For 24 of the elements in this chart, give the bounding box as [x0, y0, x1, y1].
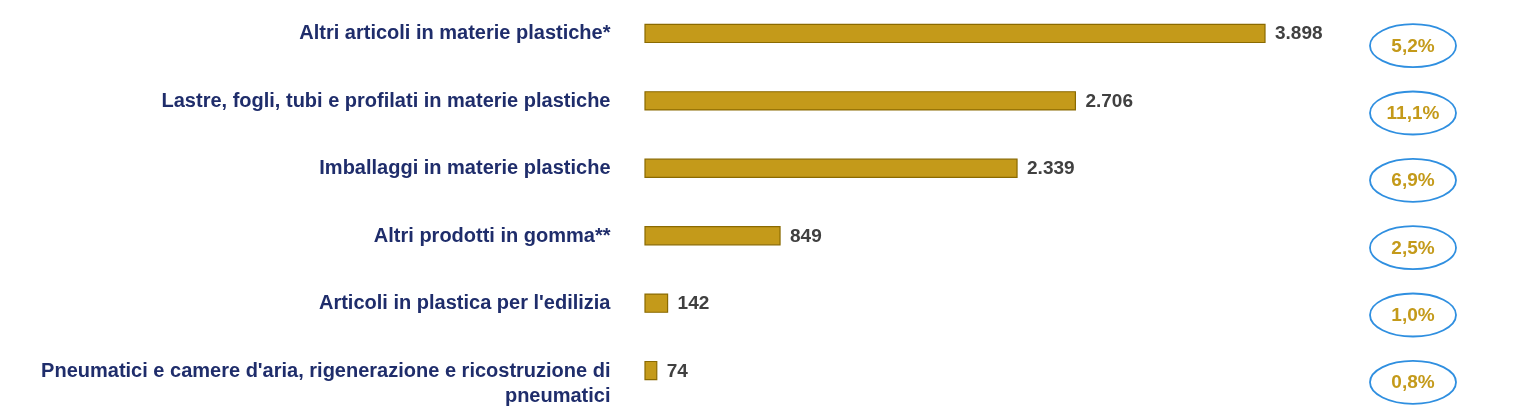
- y-tick-label: Pneumatici e camere d'aria, rigenerazione e ricostruzione di pneumatici: [41, 358, 611, 406]
- y-tick-label: Articoli in plastica per l'edilizia: [318, 291, 612, 314]
- data-label: 142: [677, 292, 710, 314]
- data-label: 2.706: [1085, 89, 1133, 111]
- data-label: 849: [790, 224, 822, 246]
- y-tick-label: Altri articoli in materie plastiche*: [299, 21, 611, 44]
- y-tick-label: Lastre, fogli, tubi e profilati in materie plastiche: [161, 88, 611, 111]
- bar: [644, 226, 781, 246]
- text: 2,5%: [1391, 236, 1435, 258]
- text: 5,2%: [1391, 34, 1435, 56]
- bar: [644, 158, 1018, 178]
- data-label: 3.898: [1275, 22, 1323, 44]
- bar: [644, 91, 1077, 111]
- y-tick-label: Altri prodotti in gomma**: [373, 223, 611, 246]
- y-tick-label: Imballaggi in materie plastiche: [319, 156, 611, 179]
- bar: [644, 360, 658, 381]
- bar: [644, 23, 1266, 44]
- data-label: 74: [666, 359, 689, 381]
- bar: [644, 293, 669, 313]
- text: 1,0%: [1391, 304, 1435, 325]
- text: 0,8%: [1391, 371, 1435, 393]
- data-label: 2.339: [1027, 157, 1075, 179]
- text: 6,9%: [1391, 169, 1435, 191]
- text: 11,1%: [1386, 102, 1440, 123]
